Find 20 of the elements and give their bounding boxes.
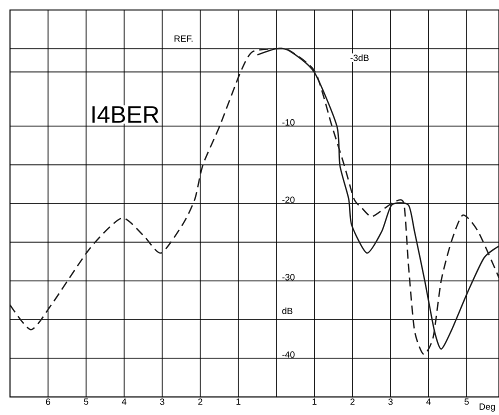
x-axis-title: Deg — [480, 404, 495, 412]
y-tick-label: -40 — [282, 351, 295, 358]
x-tick-label: 1 — [312, 398, 316, 405]
x-tick-label: 2 — [198, 398, 202, 405]
y-tick-label: -30 — [282, 274, 295, 280]
x-tick-label: 4 — [122, 398, 126, 405]
y-tick-label: -10 — [282, 119, 295, 126]
annotation: I4BER — [92, 106, 158, 123]
x-tick-label: 2 — [350, 398, 355, 405]
y-tick-label: -20 — [282, 196, 295, 203]
x-tick-label: 1 — [236, 398, 240, 405]
x-tick-label: 3 — [388, 398, 393, 405]
x-tick-label: 6 — [46, 398, 50, 405]
annotation: REF. — [174, 36, 193, 42]
x-tick-label: 3 — [160, 398, 164, 405]
y-axis-title: dB — [282, 308, 292, 314]
annotation: -3dB — [350, 54, 369, 62]
x-tick-label: 5 — [84, 398, 88, 405]
x-tick-label: 4 — [426, 398, 431, 405]
x-tick-label: 5 — [464, 398, 469, 405]
